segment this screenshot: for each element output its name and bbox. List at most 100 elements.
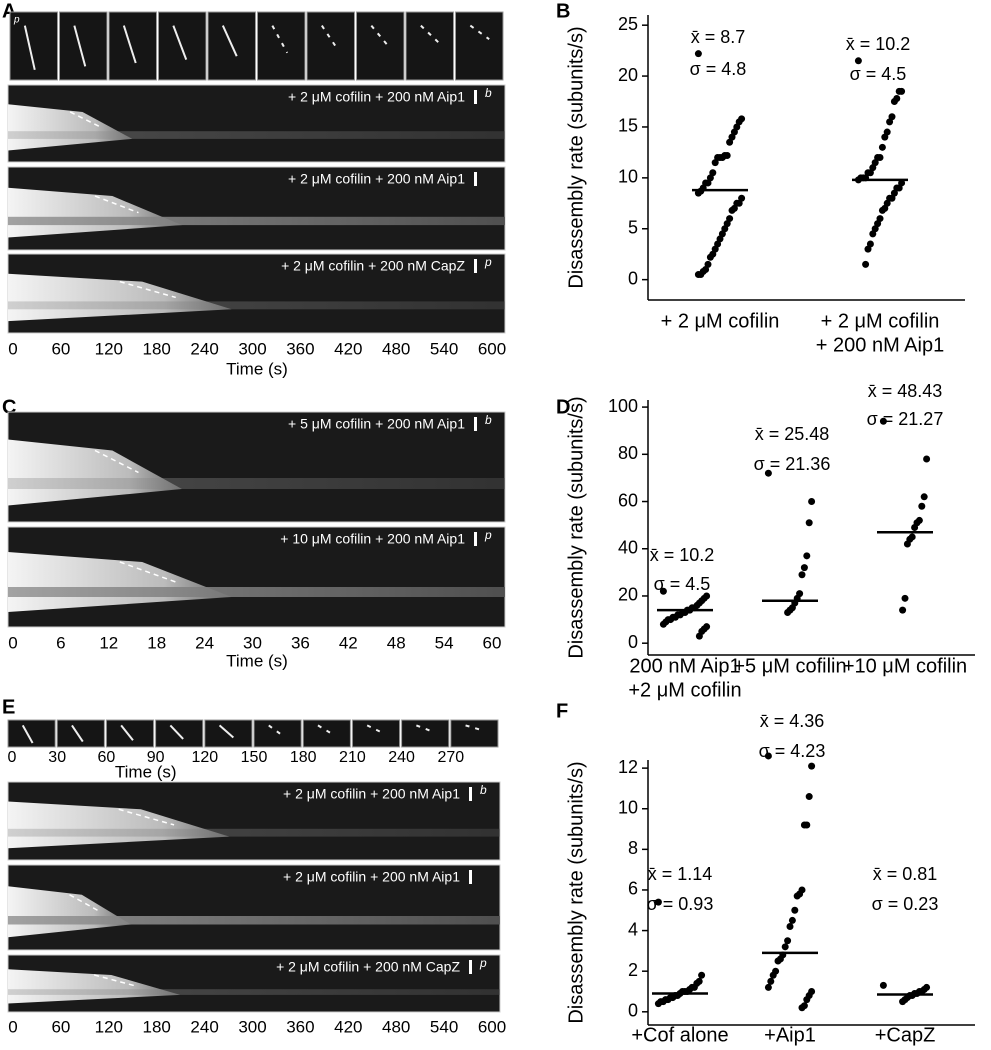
x-tick-label: 0 [8, 633, 17, 652]
end-label: b [485, 413, 492, 427]
kymograph-band [8, 828, 500, 837]
thumbnail [450, 719, 499, 748]
data-point [920, 493, 928, 501]
x-tick-label: 120 [95, 339, 123, 358]
x-tick-label: 300 [238, 1017, 266, 1036]
x-tick-label: + 2 μM cofilin [661, 310, 780, 332]
scale-bar [469, 870, 472, 884]
data-point [869, 230, 877, 238]
data-point [654, 1000, 662, 1008]
data-point [878, 206, 886, 214]
x-tick-label: 150 [241, 749, 268, 766]
data-point [899, 998, 907, 1006]
data-point [764, 469, 772, 477]
y-tick-label: 8 [628, 838, 638, 858]
filament [268, 724, 285, 738]
x-tick-label: 240 [388, 749, 415, 766]
trace-guide [119, 280, 176, 299]
data-point [769, 971, 777, 979]
trace-guide [93, 974, 138, 988]
x-tick-label: 0 [8, 749, 17, 766]
data-point [793, 892, 801, 900]
filament [73, 25, 87, 67]
annotation: σ = 21.36 [754, 454, 831, 474]
x-tick-label: 36 [291, 633, 310, 652]
data-point [784, 609, 792, 616]
annotation: x̄ = 1.14 [648, 864, 713, 884]
thumbnail [158, 11, 207, 81]
trace-guide [94, 449, 139, 474]
thumb-label: p [13, 15, 20, 26]
condition-label: + 2 μM cofilin + 200 nM Aip1 [288, 171, 465, 187]
condition-label: + 2 μM cofilin + 200 nM Aip1 [283, 786, 460, 802]
data-point [911, 524, 919, 531]
data-point [695, 632, 703, 640]
data-point [786, 923, 794, 931]
y-tick-label: 10 [618, 167, 638, 187]
scale-bar [469, 787, 472, 801]
x-tick-label: 0 [8, 339, 17, 358]
data-point [784, 937, 792, 945]
scale-bar [474, 172, 477, 186]
x-tick-label: +CapZ [875, 1024, 936, 1046]
y-tick-label: 40 [618, 538, 638, 558]
kymograph-band [8, 916, 500, 925]
x-tick-label: 180 [143, 1017, 171, 1036]
data-point [918, 502, 926, 510]
filament [469, 24, 490, 41]
data-point [923, 455, 931, 463]
annotation: x̄ = 10.2 [650, 545, 715, 565]
x-tick-label: 48 [387, 633, 406, 652]
data-point [654, 898, 662, 906]
filament [416, 724, 435, 734]
data-point [788, 916, 796, 924]
data-point [711, 159, 719, 167]
thumbnail [405, 11, 454, 81]
data-point [694, 189, 702, 197]
end-label: p [484, 255, 492, 269]
filament [317, 724, 335, 736]
x-tick-label: +10 μM cofilin [843, 655, 967, 677]
condition-label: + 2 μM cofilin + 200 nM Aip1 [283, 869, 460, 885]
y-tick-label: 10 [618, 797, 638, 817]
x-tick-label: 600 [478, 339, 506, 358]
data-point [791, 906, 799, 914]
trace-guide [119, 561, 176, 583]
kymograph-band [8, 587, 505, 597]
x-axis-label: Time (s) [226, 359, 288, 378]
data-point [903, 540, 911, 548]
panel-letter: B [556, 0, 570, 22]
data-point [879, 981, 887, 989]
scale-bar [469, 960, 472, 974]
x-tick-label: 18 [147, 633, 166, 652]
filament [23, 25, 36, 71]
x-tick-label: 210 [339, 749, 366, 766]
thumbnail [253, 719, 302, 748]
y-tick-label: 25 [618, 14, 638, 34]
x-tick-label: 6 [56, 633, 65, 652]
x-tick-label: 60 [51, 339, 70, 358]
data-point [805, 793, 813, 801]
kymograph-band [8, 478, 505, 489]
x-tick-label: 120 [95, 1017, 123, 1036]
annotation: x̄ = 25.48 [755, 424, 830, 444]
annotation: σ = 4.23 [759, 741, 826, 761]
data-point [895, 87, 903, 95]
x-tick-label: 180 [143, 339, 171, 358]
filament [71, 724, 84, 743]
scale-bar [474, 90, 477, 104]
x-tick-label: +5 μM cofilin [733, 655, 846, 677]
data-point [803, 552, 811, 560]
data-point [659, 620, 667, 628]
y-tick-label: 0 [628, 632, 638, 652]
thumbnail [306, 11, 355, 81]
panel-letter: F [556, 700, 568, 722]
y-tick-label: 100 [608, 396, 638, 416]
x-tick-label: 0 [8, 1017, 17, 1036]
data-point [899, 606, 907, 614]
annotation: σ = 4.5 [850, 64, 907, 84]
filament [370, 24, 389, 47]
x-tick-label: +2 μM cofilin [628, 679, 741, 701]
x-axis-label: Time (s) [226, 651, 288, 670]
